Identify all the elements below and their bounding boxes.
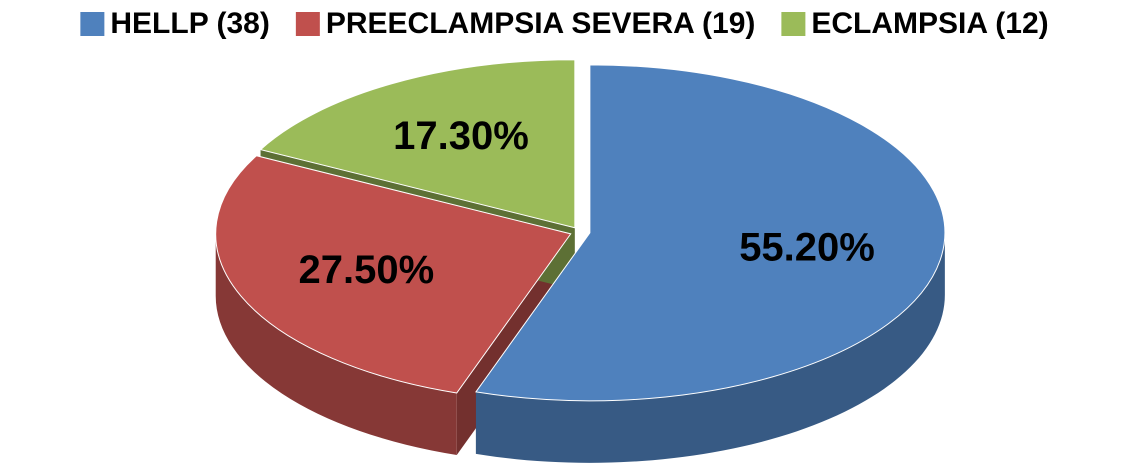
slice (215, 155, 572, 394)
slice (259, 59, 576, 229)
data-label: 27.50% (298, 248, 434, 292)
pie: 55.20% 27.50% 17.30% (215, 59, 946, 463)
legend-label: PREECLAMPSIA SEVERA (19) (326, 7, 756, 40)
legend: HELLP (38) PREECLAMPSIA SEVERA (19) ECLAMP… (80, 7, 1049, 40)
legend-swatch (80, 12, 105, 36)
legend-label: ECLAMPSIA (12) (811, 7, 1048, 40)
slice-wall (215, 233, 457, 455)
data-label: 55.20% (739, 225, 875, 269)
slice-wall (475, 232, 945, 463)
legend-swatch (295, 12, 320, 36)
data-label: 17.30% (393, 114, 529, 158)
slice (475, 64, 946, 402)
legend-label: HELLP (38) (110, 7, 269, 40)
legend-swatch (781, 12, 806, 36)
